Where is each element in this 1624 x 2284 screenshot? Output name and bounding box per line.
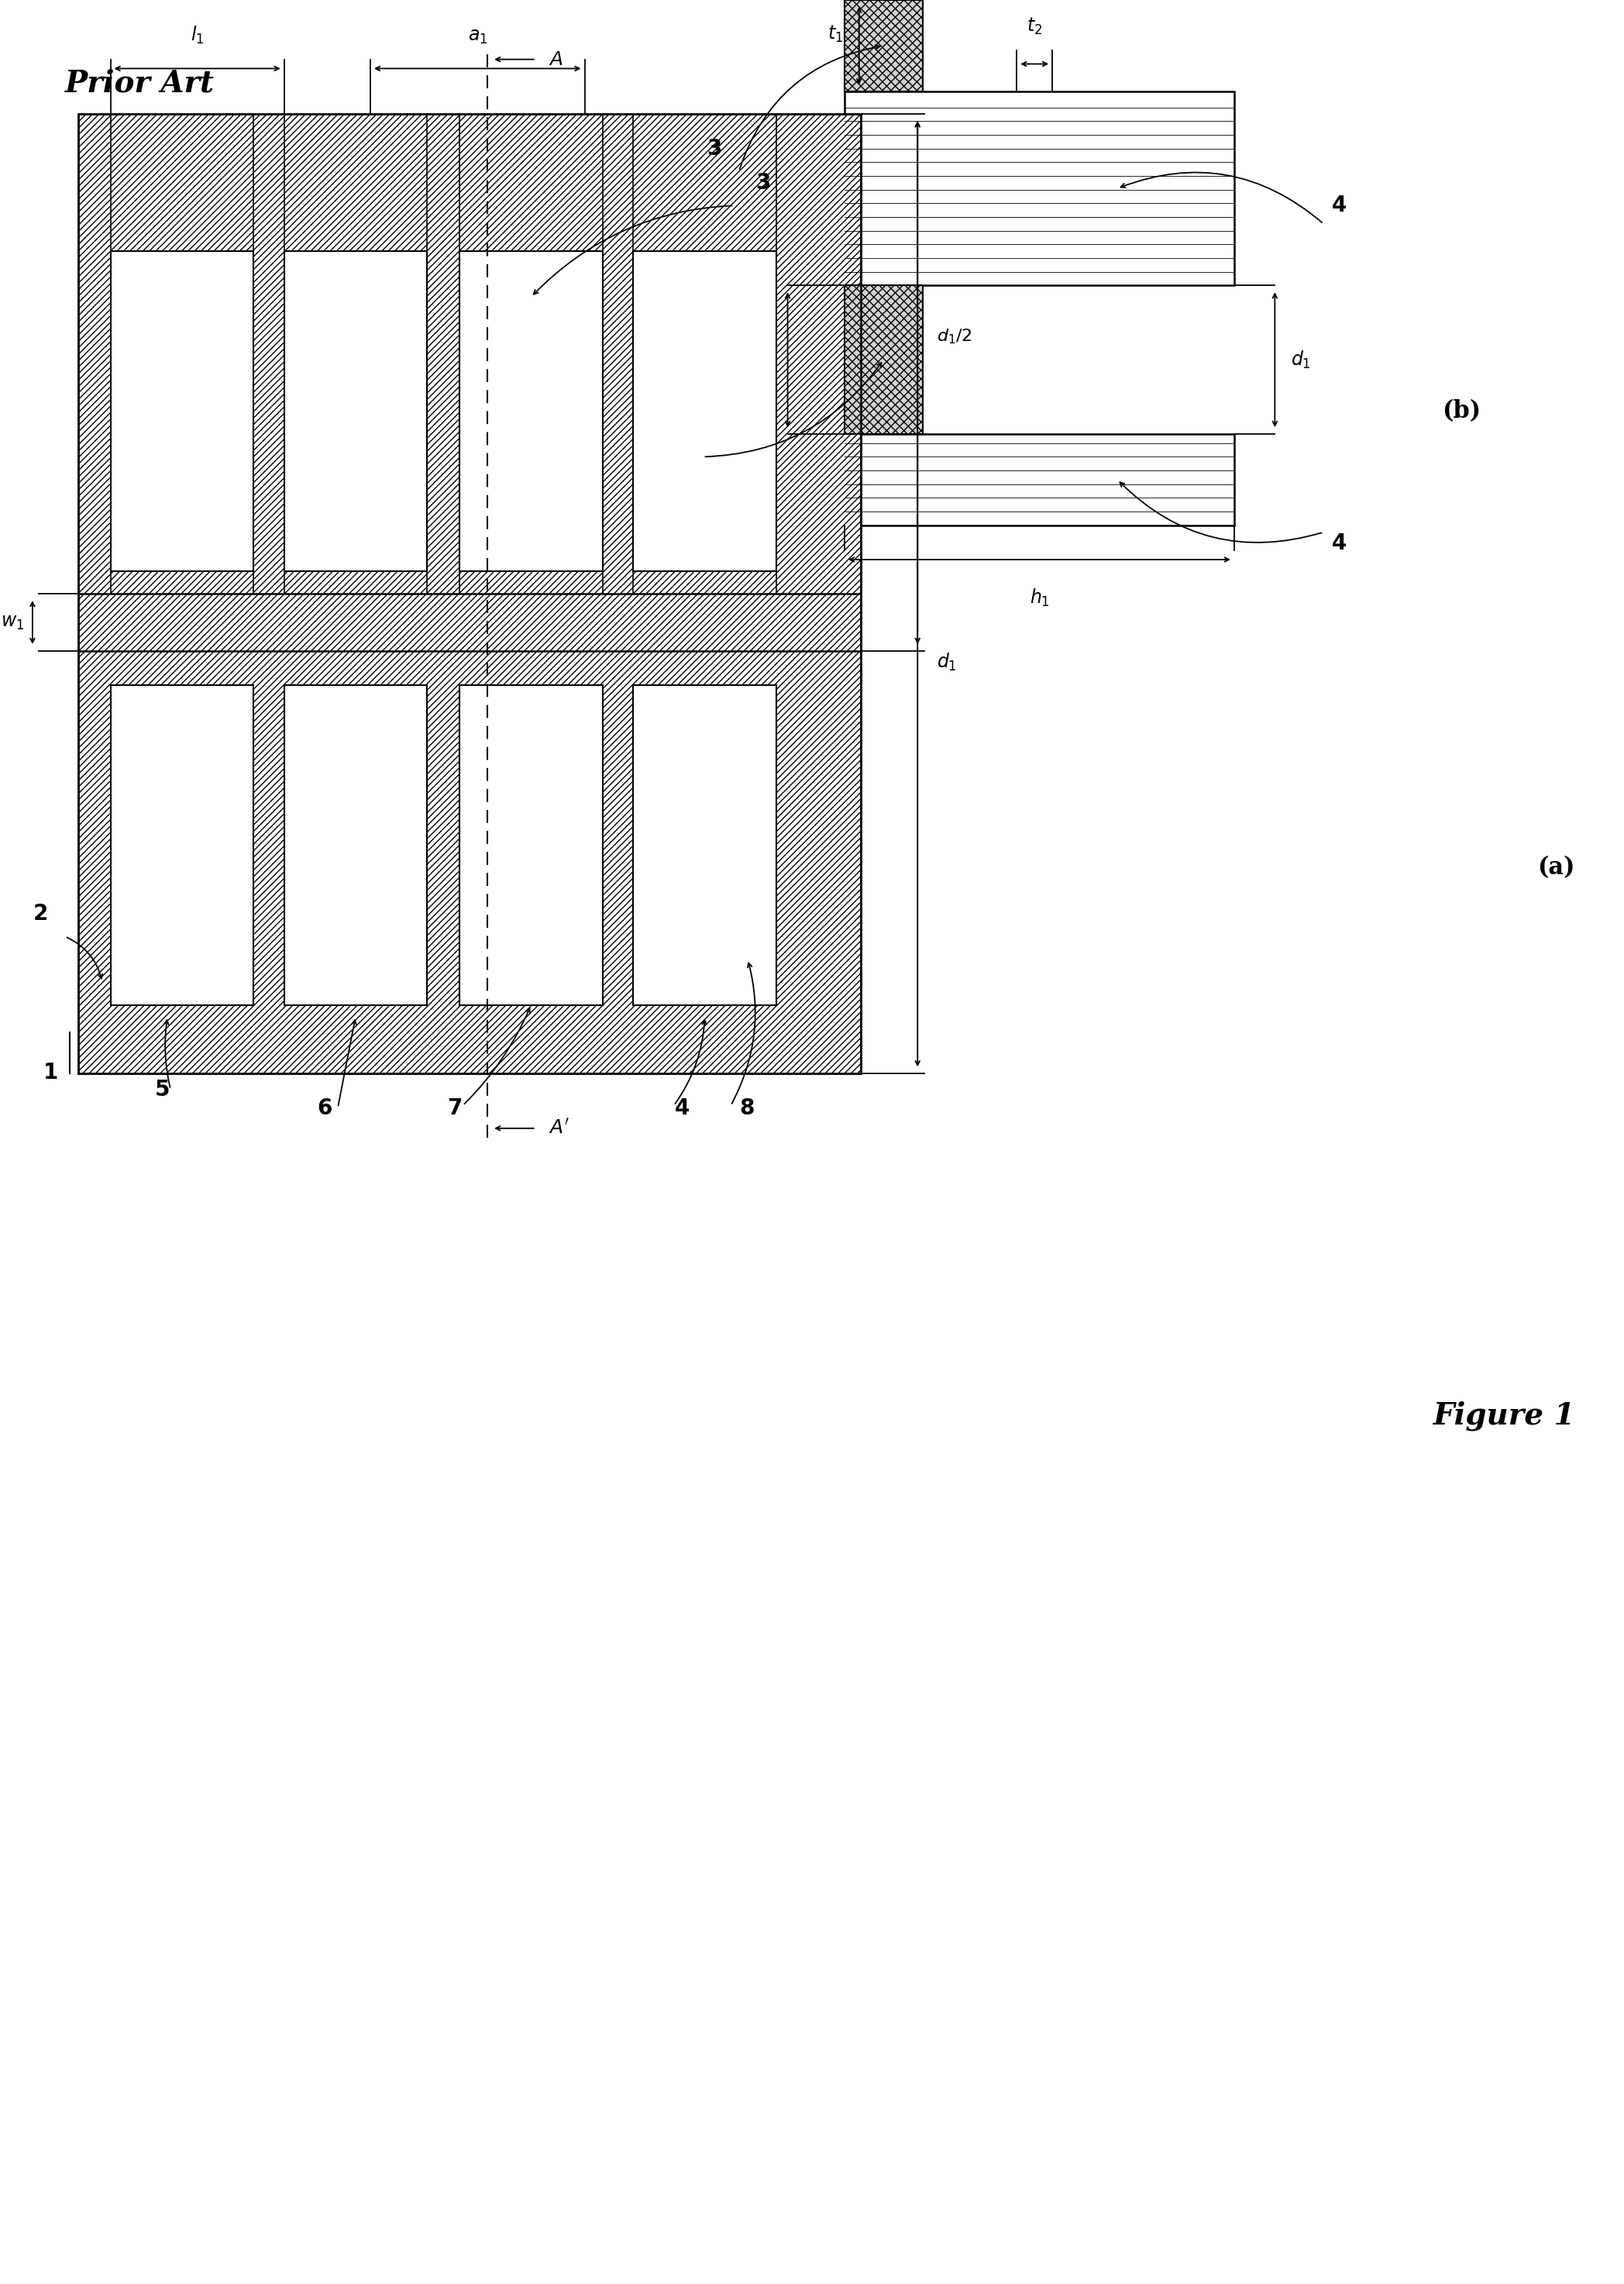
Text: 1: 1 [44,1062,58,1085]
Text: $A$: $A$ [549,50,564,69]
Text: $t_2$: $t_2$ [1026,16,1043,37]
Text: $h_1$: $h_1$ [1030,587,1049,608]
Bar [633,685,776,1005]
Text: 4: 4 [674,1096,690,1119]
Text: 3: 3 [755,171,771,194]
Text: 4: 4 [1332,194,1346,217]
Text: $d_1/2$: $d_1/2$ [937,327,973,347]
Bar [284,251,427,571]
Bar [284,685,427,1005]
Text: $d_1$: $d_1$ [937,651,957,674]
Text: 6: 6 [317,1096,333,1119]
Text: 3: 3 [706,137,723,160]
Bar [110,685,253,1005]
Bar [844,286,922,434]
Text: 4: 4 [1332,532,1346,555]
Text: $w_1$: $w_1$ [752,324,775,340]
Text: $l_1$: $l_1$ [190,25,205,46]
Text: $A'$: $A'$ [549,1119,570,1137]
Bar [78,114,861,1073]
Bar [844,91,1234,286]
Text: 5: 5 [154,1078,171,1101]
Bar [633,251,776,571]
Bar [844,434,1234,525]
Text: Figure 1: Figure 1 [1432,1400,1575,1432]
Text: $t_1$: $t_1$ [827,25,843,43]
Bar [844,0,922,91]
Text: $w_1$: $w_1$ [2,614,24,630]
Bar [78,114,861,1073]
Text: (b): (b) [1442,400,1481,423]
Text: $a_1$: $a_1$ [468,27,487,46]
Text: $d_1$: $d_1$ [1291,349,1311,370]
Bar [460,685,603,1005]
Text: Prior Art: Prior Art [65,69,214,98]
Text: 8: 8 [739,1096,755,1119]
Bar [110,251,253,571]
Text: 2: 2 [32,902,49,925]
Bar [460,251,603,571]
Text: (a): (a) [1538,856,1575,879]
Text: 2: 2 [666,457,682,480]
Text: 7: 7 [447,1096,463,1119]
